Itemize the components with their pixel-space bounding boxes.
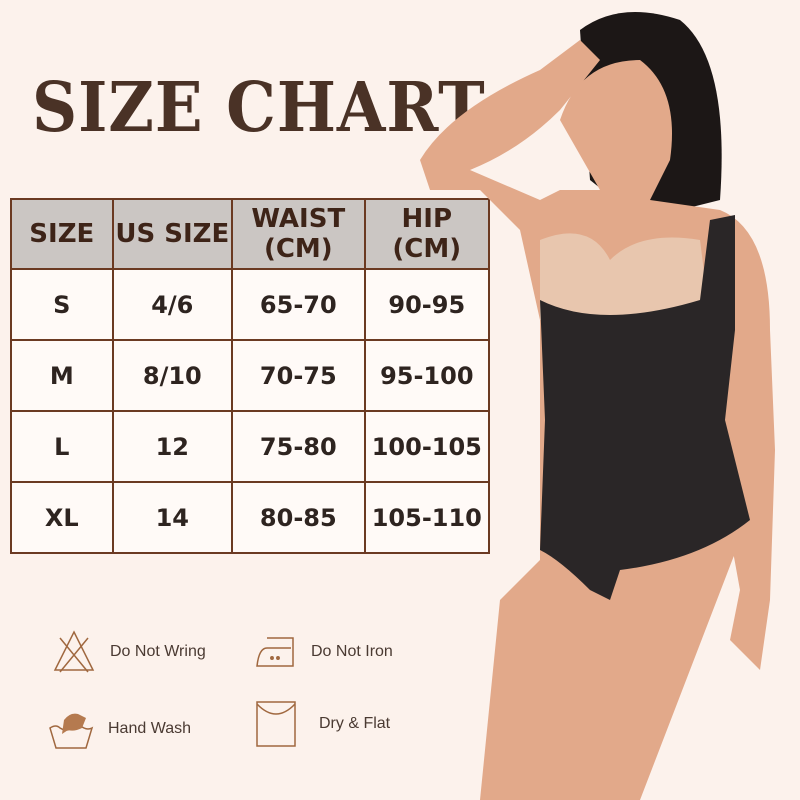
size-table: SIZE US SIZE WAIST (CM) HIP (CM) S 4/6 65-70… xyxy=(10,198,491,554)
cell: 75-80 xyxy=(231,410,366,483)
bra xyxy=(540,233,710,320)
header-us-size: US SIZE xyxy=(111,198,234,270)
table-header-row: SIZE US SIZE WAIST (CM) HIP (CM) xyxy=(10,198,491,270)
table-row: M 8/10 70-75 95-100 xyxy=(10,339,491,412)
cell: 70-75 xyxy=(231,339,366,412)
cell: S xyxy=(10,268,114,341)
bodysuit xyxy=(540,215,750,600)
cell: 100-105 xyxy=(363,410,491,483)
cell: 90-95 xyxy=(363,268,491,341)
cell: XL xyxy=(10,481,114,554)
table-row: XL 14 80-85 105-110 xyxy=(10,481,491,554)
cell: 95-100 xyxy=(363,339,491,412)
care-do-not-iron: Do Not Iron xyxy=(255,634,393,670)
do-not-iron-icon xyxy=(256,637,294,667)
header-hip: HIP (CM) xyxy=(363,198,491,270)
care-label: Do Not Wring xyxy=(110,643,206,660)
cell: 14 xyxy=(111,481,234,554)
page-title: SIZE CHART xyxy=(32,68,486,148)
model-photo xyxy=(420,12,775,800)
care-hand-wash: Hand Wash xyxy=(48,708,191,750)
dry-flat-icon xyxy=(256,701,296,747)
cell: 105-110 xyxy=(363,481,491,554)
do-not-wring-icon xyxy=(53,630,95,673)
cell: 4/6 xyxy=(111,268,234,341)
care-label: Do Not Iron xyxy=(311,643,393,660)
care-dry-flat: Dry & Flat xyxy=(255,700,390,748)
cell: L xyxy=(10,410,114,483)
care-label: Hand Wash xyxy=(108,720,191,737)
table-row: L 12 75-80 100-105 xyxy=(10,410,491,483)
cell: 80-85 xyxy=(231,481,366,554)
cell: 65-70 xyxy=(231,268,366,341)
hand-wash-icon xyxy=(49,713,94,749)
cell: 12 xyxy=(111,410,234,483)
header-waist: WAIST (CM) xyxy=(231,198,366,270)
header-size: SIZE xyxy=(10,198,114,270)
table-row: S 4/6 65-70 90-95 xyxy=(10,268,491,341)
cell: M xyxy=(10,339,114,412)
care-label: Dry & Flat xyxy=(319,715,391,732)
cell: 8/10 xyxy=(111,339,234,412)
care-do-not-wring: Do Not Wring xyxy=(52,630,206,674)
